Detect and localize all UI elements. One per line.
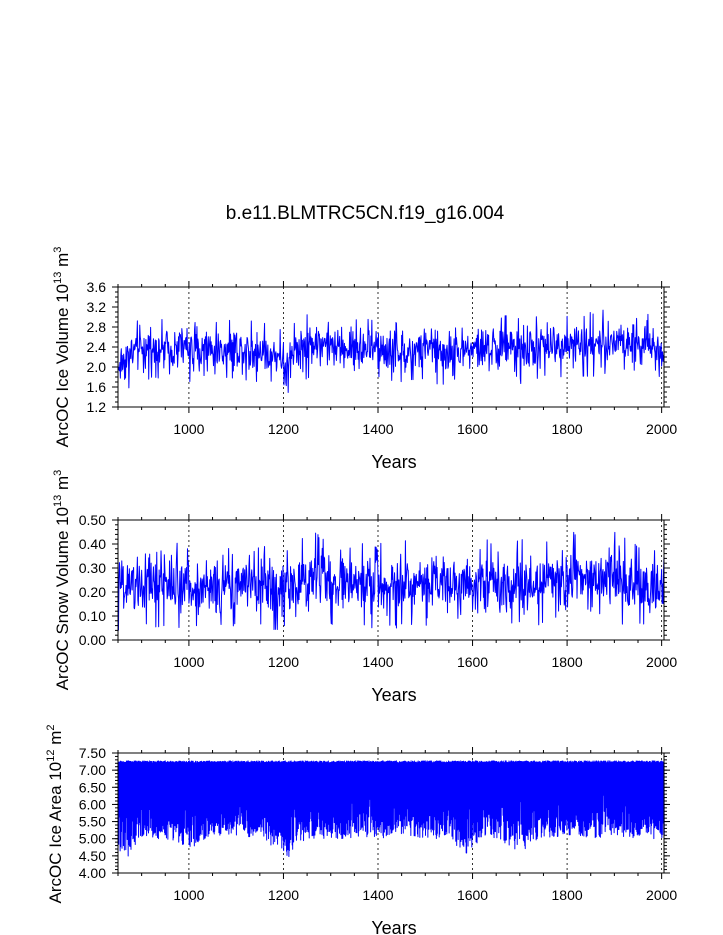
y-axis-label: ArcOC Ice Volume 1013 m3	[52, 247, 72, 448]
y-tick-label: 0.00	[79, 632, 106, 648]
x-tick-label: 1600	[457, 421, 488, 437]
y-tick-label: 3.6	[87, 279, 107, 295]
y-tick-label: 0.20	[79, 584, 106, 600]
series-line-snow-volume	[117, 531, 665, 631]
x-tick-label: 1000	[173, 887, 204, 903]
y-tick-label: 1.6	[87, 379, 107, 395]
y-tick-label: 0.40	[79, 536, 106, 552]
x-tick-label: 2000	[646, 421, 677, 437]
y-tick-label: 3.2	[87, 299, 107, 315]
y-tick-label: 4.00	[79, 865, 106, 881]
y-tick-label: 6.00	[79, 796, 106, 812]
x-tick-label: 1800	[552, 421, 583, 437]
ice-volume-panel: 1000 1200 1400 1600 1800 2000 1.2 1.6 2.0 2.4 2.8 3…	[52, 247, 677, 472]
x-tick-label: 1600	[457, 887, 488, 903]
snow-volume-panel: 1000 1200 1400 1600 1800 2000 0.00 0.10 0.20 0.30…	[52, 470, 677, 705]
y-tick-label: 1.2	[87, 399, 107, 415]
x-tick-label: 1400	[362, 421, 393, 437]
y-tick-label: 4.50	[79, 848, 106, 864]
y-axis-label: ArcOC Ice Area 1012 m2	[45, 725, 65, 904]
x-tick-label: 1400	[362, 887, 393, 903]
y-axis-label: ArcOC Snow Volume 1013 m3	[52, 470, 72, 691]
y-tick-label: 6.50	[79, 779, 106, 795]
series-line-ice-area	[117, 760, 665, 857]
x-tick-label: 1800	[552, 887, 583, 903]
y-tick-label: 2.0	[87, 359, 107, 375]
ice-area-panel: 1000 1200 1400 1600 1800 2000 4.004.505.005.50…	[45, 725, 677, 935]
y-tick-label: 5.50	[79, 814, 106, 830]
x-axis-label: Years	[371, 452, 416, 472]
y-tick-label: 7.50	[79, 745, 106, 761]
x-tick-label: 2000	[646, 654, 677, 670]
x-tick-label: 1400	[362, 654, 393, 670]
figure-title: b.e11.BLMTRC5CN.f19_g16.004	[226, 203, 505, 224]
y-tick-label: 0.30	[79, 560, 106, 576]
x-tick-label: 1200	[268, 887, 299, 903]
x-tick-label: 1200	[268, 654, 299, 670]
x-tick-label: 1000	[173, 654, 204, 670]
y-tick-label: 5.00	[79, 831, 106, 847]
y-tick-label: 0.50	[79, 512, 106, 528]
y-tick-label: 2.4	[87, 339, 107, 355]
y-tick-label: 7.00	[79, 762, 106, 778]
y-tick-label: 0.10	[79, 608, 106, 624]
x-tick-label: 1600	[457, 654, 488, 670]
x-axis-label: Years	[371, 685, 416, 705]
x-tick-label: 1200	[268, 421, 299, 437]
plot-frame	[117, 752, 665, 874]
x-tick-label: 2000	[646, 887, 677, 903]
plot-frame	[117, 519, 665, 641]
y-tick-label: 2.8	[87, 319, 107, 335]
x-tick-label: 1800	[552, 654, 583, 670]
x-axis-label: Years	[371, 918, 416, 935]
x-tick-label: 1000	[173, 421, 204, 437]
series-line-ice-volume	[117, 309, 665, 393]
